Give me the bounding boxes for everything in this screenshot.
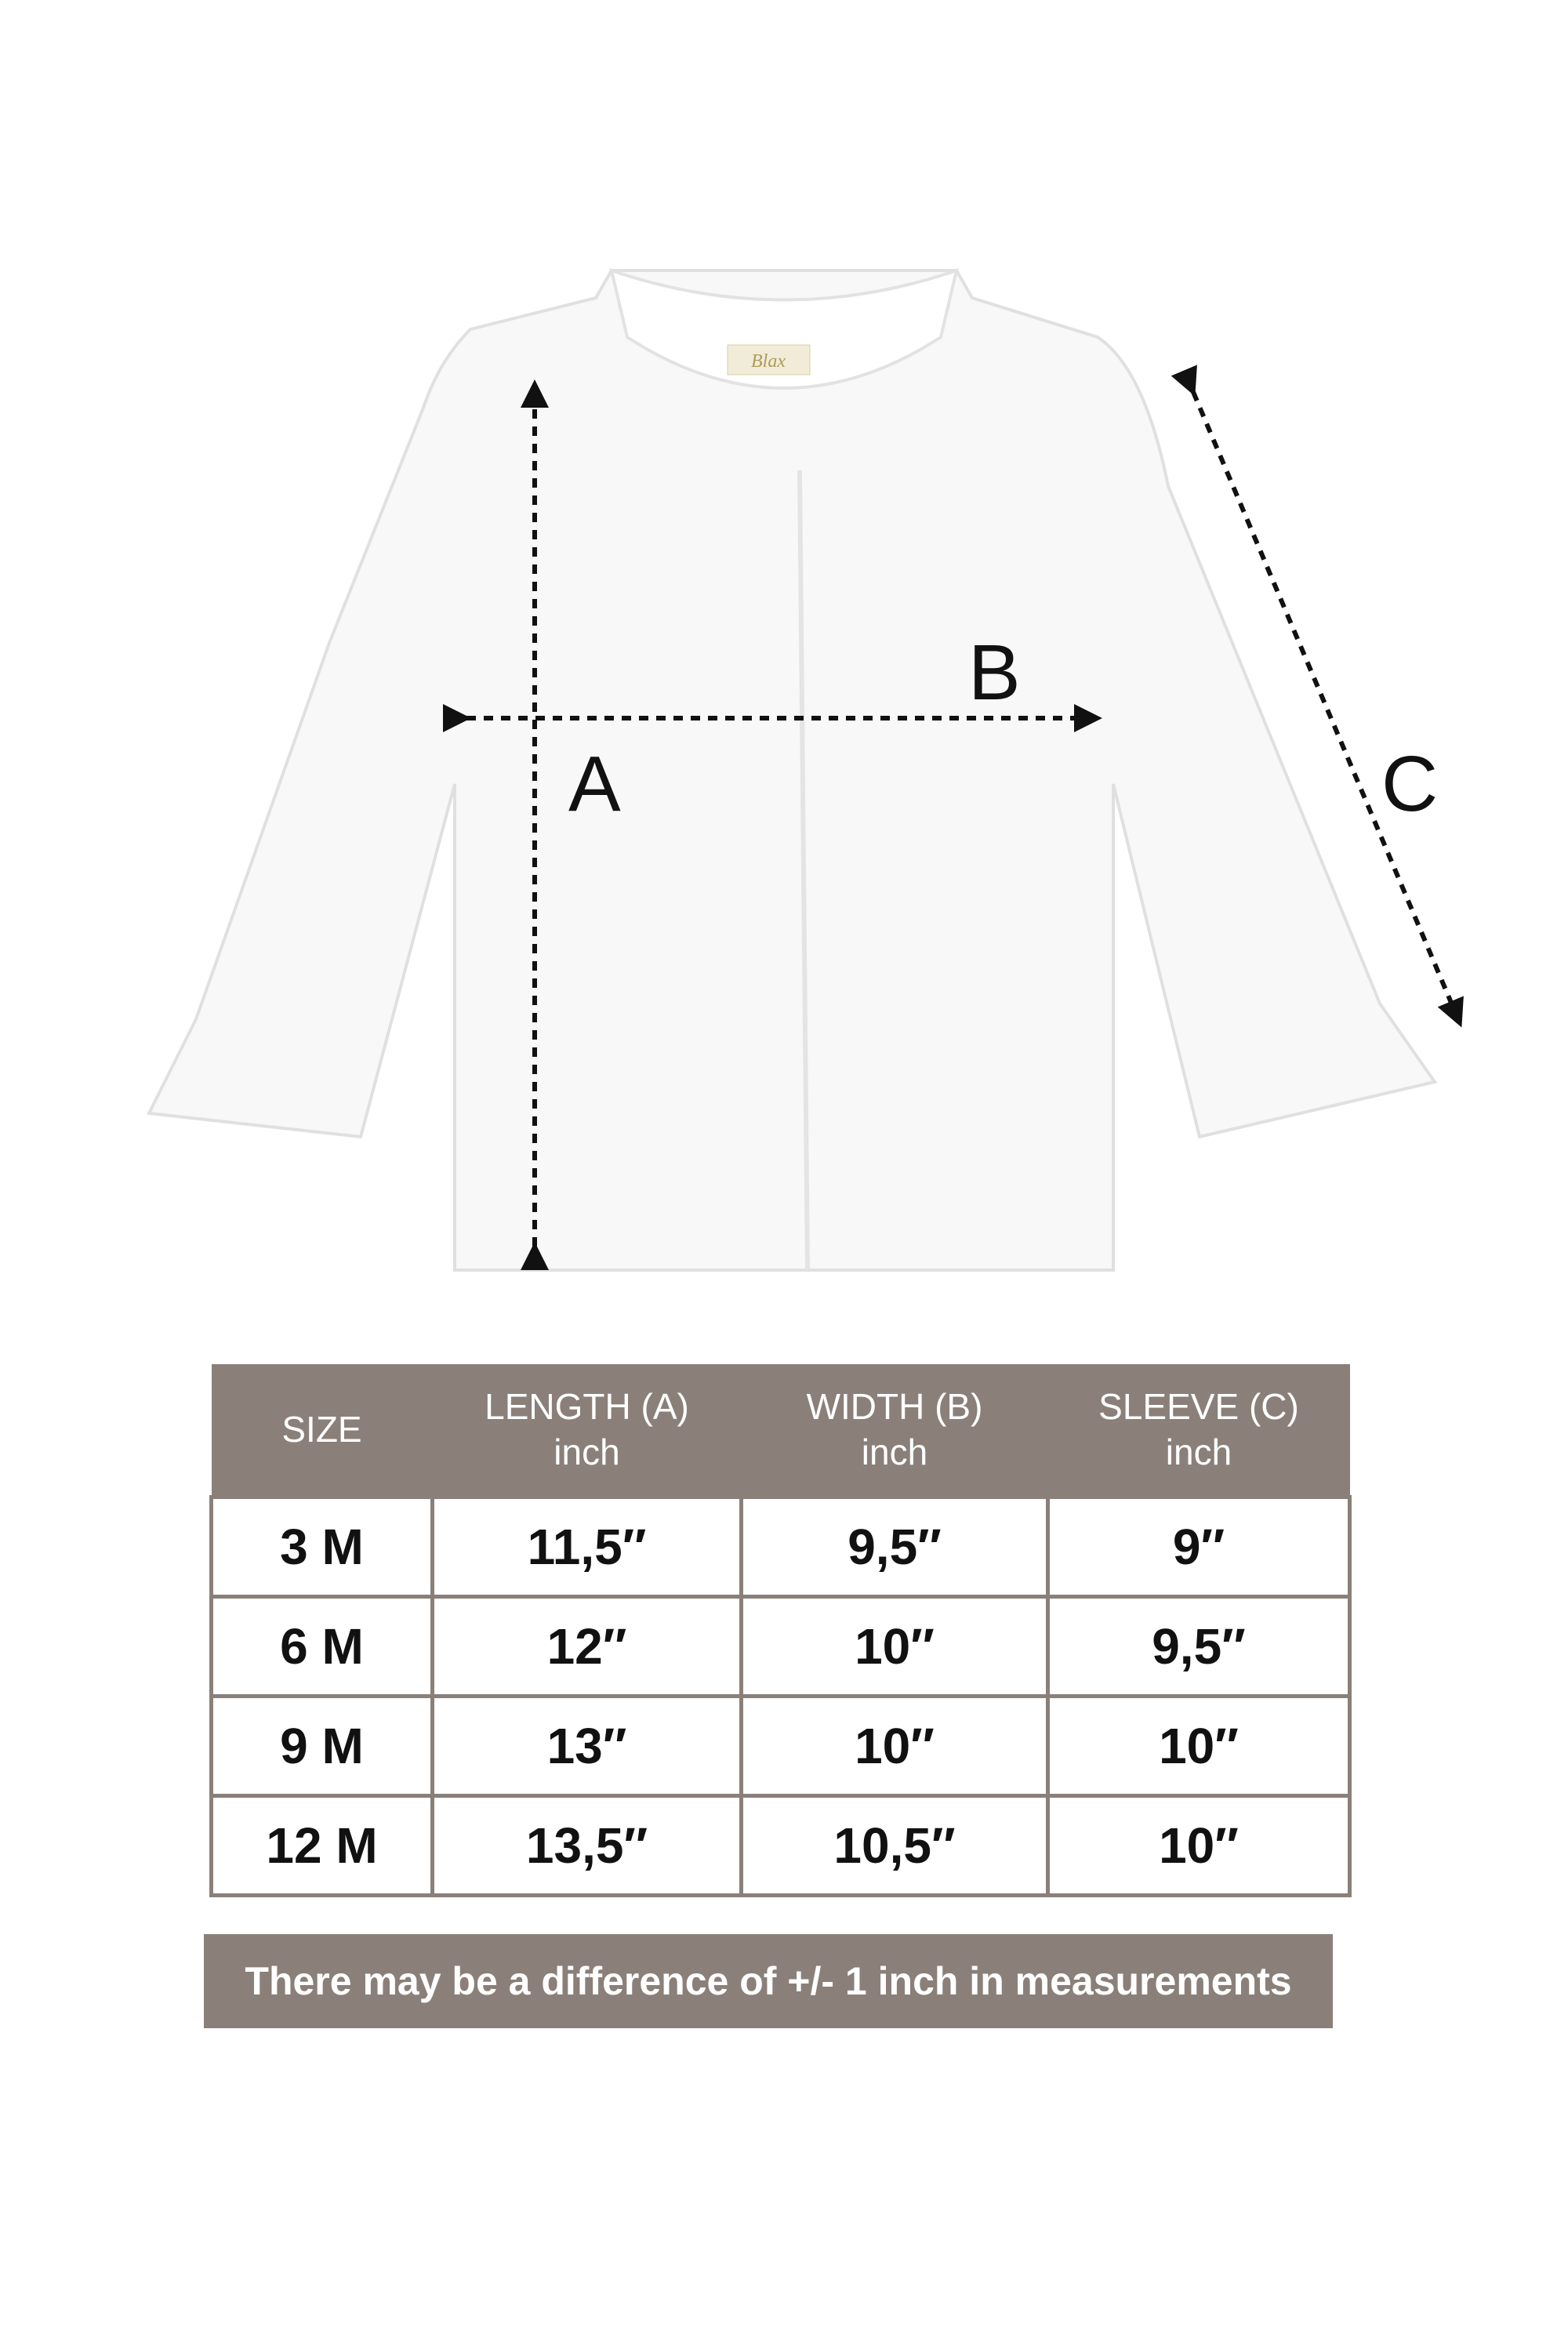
table-row: 6 M 12″ 10″ 9,5″ xyxy=(209,1595,1352,1698)
header-size: SIZE xyxy=(211,1364,433,1497)
label-b: B xyxy=(968,629,1021,717)
label-c: C xyxy=(1381,740,1439,828)
cell-sleeve: 10″ xyxy=(1046,1794,1352,1897)
cell-length: 12″ xyxy=(430,1595,743,1698)
cell-width: 9,5″ xyxy=(739,1495,1050,1599)
cell-size: 6 M xyxy=(209,1595,434,1698)
cell-width: 10,5″ xyxy=(739,1794,1050,1897)
sleeve-arrow xyxy=(1171,365,1464,1028)
cell-size: 9 M xyxy=(209,1694,434,1798)
table-row: 3 M 11,5″ 9,5″ 9″ xyxy=(209,1495,1352,1599)
label-a: A xyxy=(568,740,621,828)
header-length: LENGTH (A) inch xyxy=(432,1364,742,1497)
table-row: 12 M 13,5″ 10,5″ 10″ xyxy=(209,1794,1352,1897)
measurement-note: There may be a difference of +/- 1 inch … xyxy=(204,1934,1333,2028)
header-sleeve: SLEEVE (C) inch xyxy=(1047,1364,1350,1497)
cell-sleeve: 9″ xyxy=(1046,1495,1352,1599)
brand-logo: Blax xyxy=(727,344,811,376)
table-header-row: SIZE LENGTH (A) inch WIDTH (B) inch SLEEVE… xyxy=(211,1364,1350,1497)
svg-text:Blax: Blax xyxy=(751,351,786,372)
cell-width: 10″ xyxy=(739,1694,1050,1798)
cell-length: 11,5″ xyxy=(430,1495,743,1599)
cell-size: 3 M xyxy=(209,1495,434,1599)
cardigan-image xyxy=(146,267,1438,1272)
size-chart-table: SIZE LENGTH (A) inch WIDTH (B) inch SLEEVE… xyxy=(209,1364,1352,1897)
cell-length: 13,5″ xyxy=(430,1794,743,1897)
cell-sleeve: 9,5″ xyxy=(1046,1595,1352,1698)
table-row: 9 M 13″ 10″ 10″ xyxy=(209,1694,1352,1798)
cell-size: 12 M xyxy=(209,1794,434,1897)
cell-width: 10″ xyxy=(739,1595,1050,1698)
cell-sleeve: 10″ xyxy=(1046,1694,1352,1798)
header-width: WIDTH (B) inch xyxy=(741,1364,1048,1497)
cell-length: 13″ xyxy=(430,1694,743,1798)
cardigan-illustration: Blax xyxy=(146,267,1464,1272)
